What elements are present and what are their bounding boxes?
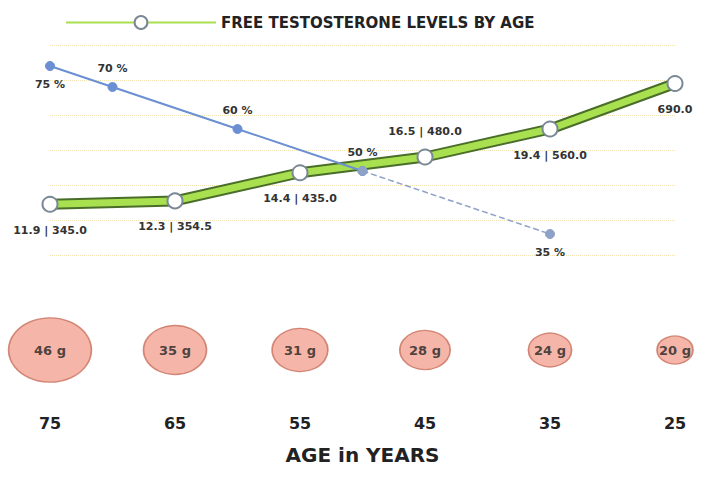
svg-text:70 %: 70 % <box>97 62 127 75</box>
svg-text:12.3 | 354.5: 12.3 | 354.5 <box>138 220 212 233</box>
svg-text:75 %: 75 % <box>35 78 65 91</box>
svg-text:25: 25 <box>664 414 686 433</box>
svg-text:75: 75 <box>39 414 61 433</box>
svg-text:FREE TESTOSTERONE LEVELS BY AG: FREE TESTOSTERONE LEVELS BY AGE <box>221 14 535 32</box>
svg-text:50 %: 50 % <box>347 146 377 159</box>
svg-text:35 %: 35 % <box>535 246 565 259</box>
svg-text:31 g: 31 g <box>284 343 316 358</box>
svg-text:35 g: 35 g <box>159 343 191 358</box>
svg-text:55: 55 <box>289 414 311 433</box>
svg-text:AGE in YEARS: AGE in YEARS <box>285 443 439 467</box>
svg-text:20 g: 20 g <box>659 343 691 358</box>
svg-text:35: 35 <box>539 414 561 433</box>
svg-text:24 g: 24 g <box>534 343 566 358</box>
svg-text:28 g: 28 g <box>409 343 441 358</box>
svg-text:16.5 | 480.0: 16.5 | 480.0 <box>388 125 462 138</box>
svg-text:690.0: 690.0 <box>658 103 693 116</box>
svg-text:19.4 | 560.0: 19.4 | 560.0 <box>513 149 587 162</box>
svg-text:45: 45 <box>414 414 436 433</box>
svg-text:14.4 | 435.0: 14.4 | 435.0 <box>263 192 337 205</box>
svg-text:65: 65 <box>164 414 186 433</box>
svg-text:46 g: 46 g <box>34 343 66 358</box>
svg-text:11.9 | 345.0: 11.9 | 345.0 <box>13 224 87 237</box>
svg-text:60 %: 60 % <box>222 104 252 117</box>
